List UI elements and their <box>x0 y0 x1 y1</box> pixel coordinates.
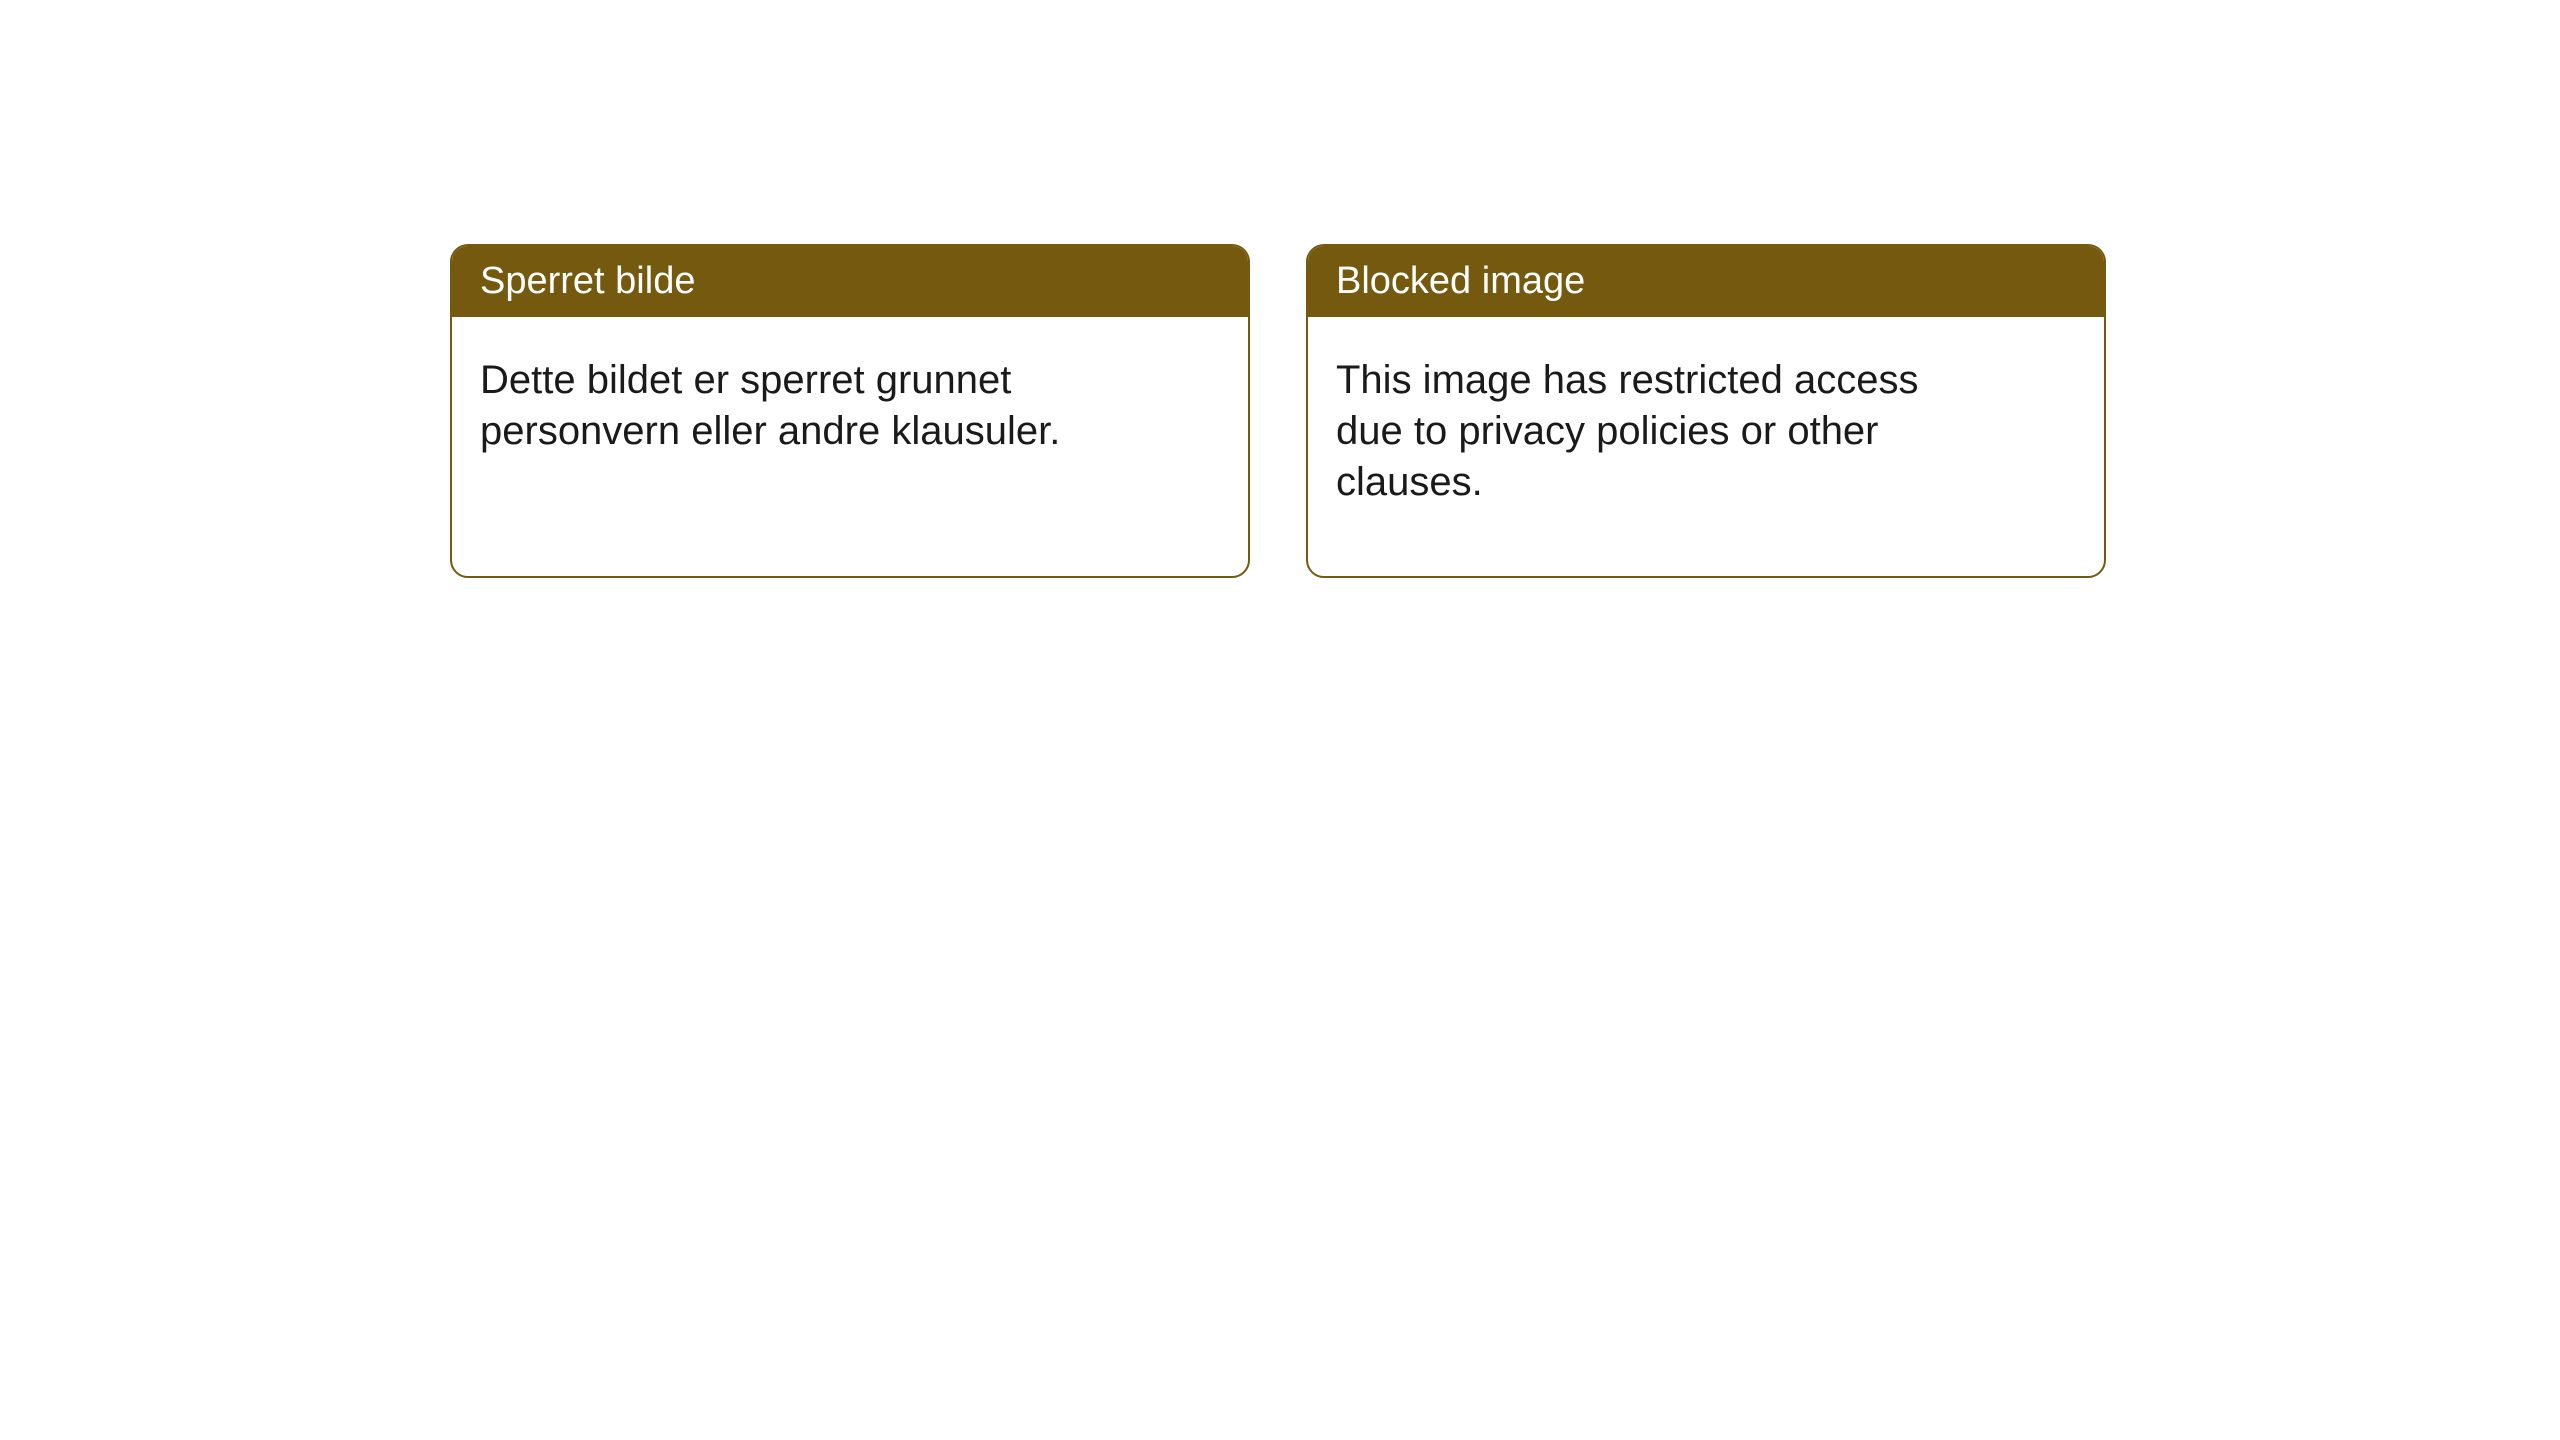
notice-container: Sperret bilde Dette bildet er sperret gr… <box>0 0 2560 578</box>
notice-card-norwegian: Sperret bilde Dette bildet er sperret gr… <box>450 244 1250 578</box>
notice-body: Dette bildet er sperret grunnet personve… <box>452 317 1152 495</box>
notice-text: Dette bildet er sperret grunnet personve… <box>480 358 1060 453</box>
notice-title: Sperret bilde <box>480 260 695 302</box>
notice-header: Blocked image <box>1308 246 2104 317</box>
notice-title: Blocked image <box>1336 260 1585 302</box>
notice-text: This image has restricted access due to … <box>1336 358 1918 504</box>
notice-header: Sperret bilde <box>452 246 1248 317</box>
notice-card-english: Blocked image This image has restricted … <box>1306 244 2106 578</box>
notice-body: This image has restricted access due to … <box>1308 317 2008 547</box>
